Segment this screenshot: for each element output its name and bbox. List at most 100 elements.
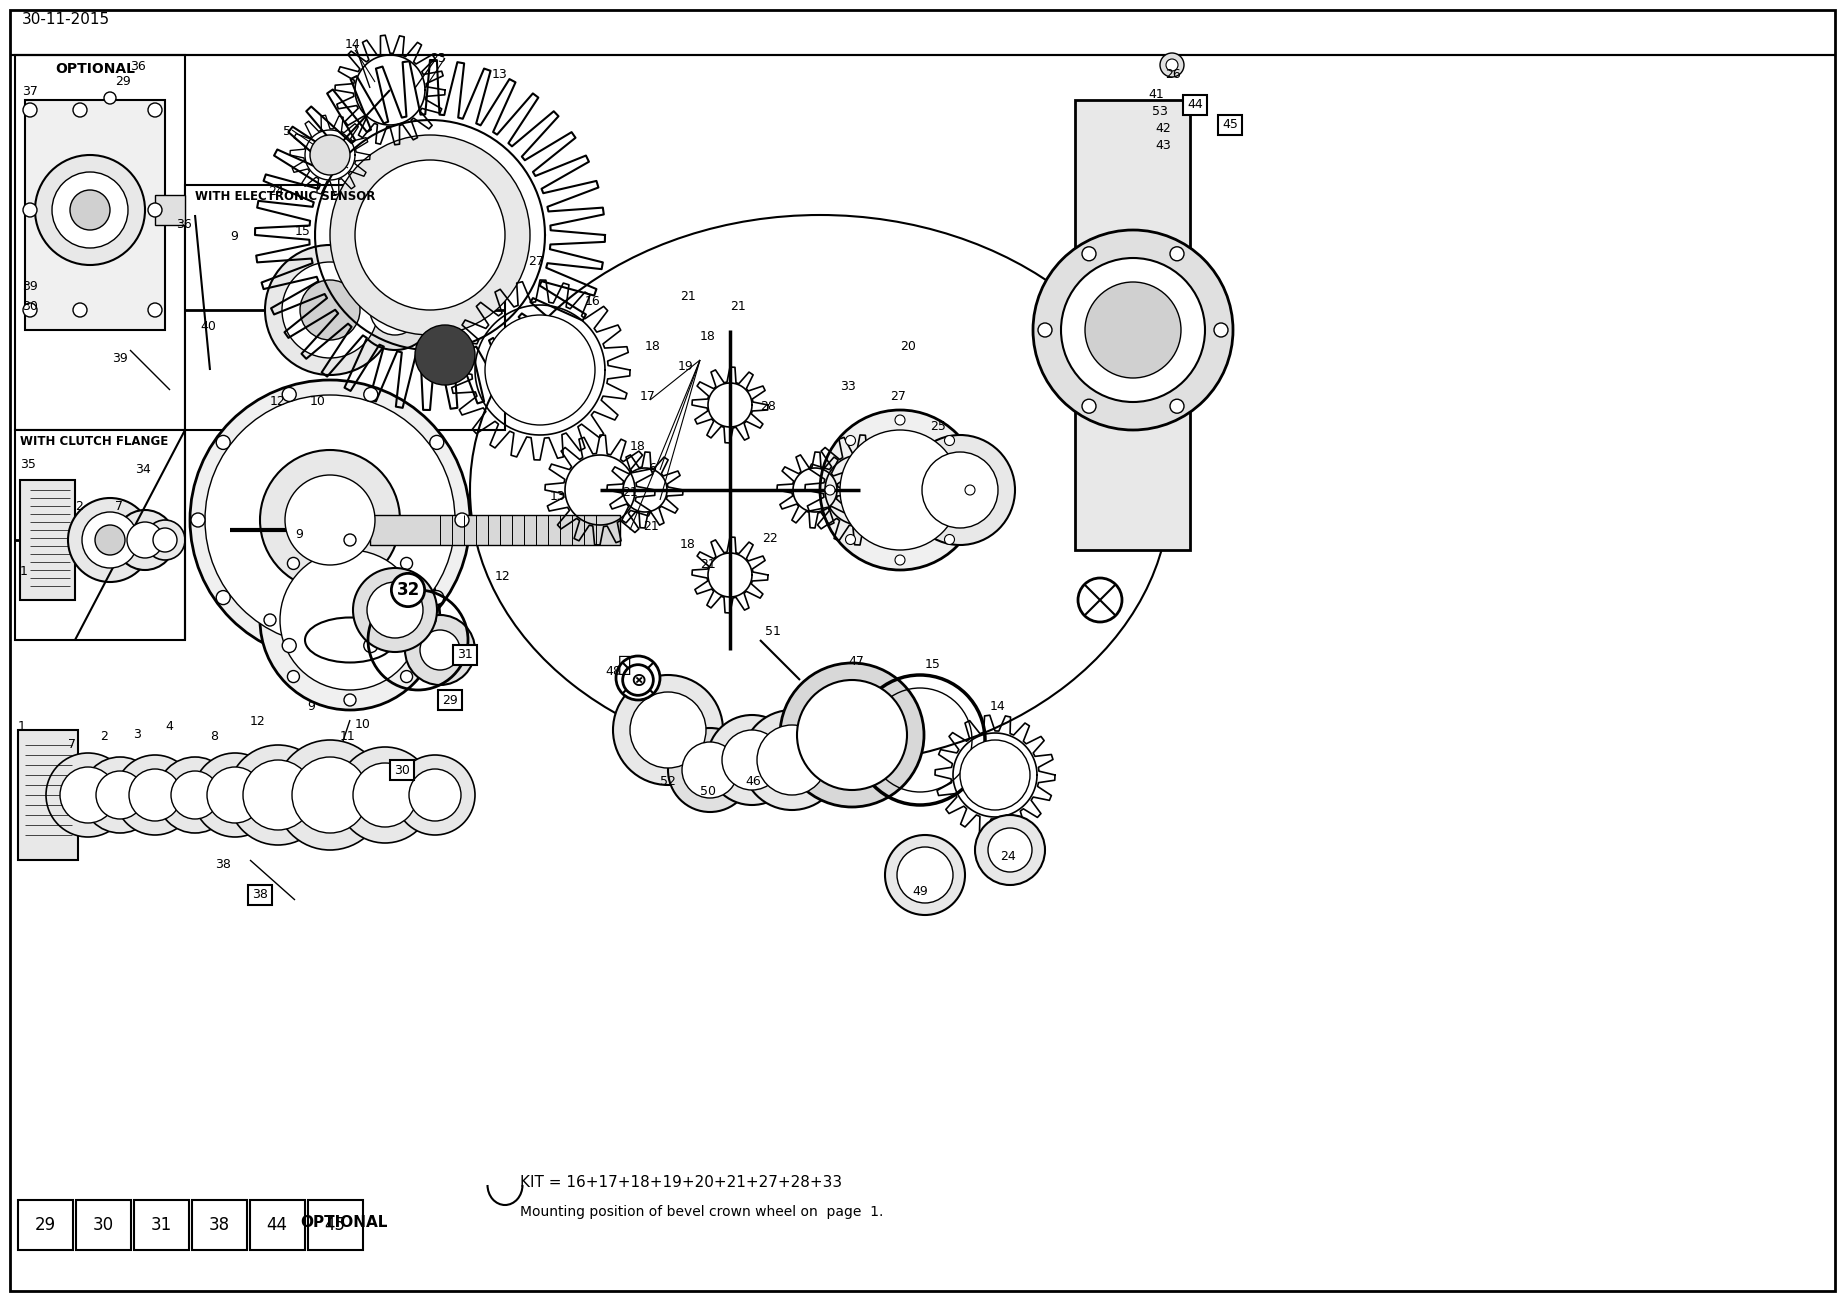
Circle shape bbox=[1170, 247, 1184, 260]
Text: 44: 44 bbox=[1186, 99, 1203, 112]
Text: 21: 21 bbox=[731, 301, 745, 314]
Text: 46: 46 bbox=[745, 775, 760, 788]
Text: 25: 25 bbox=[930, 420, 946, 433]
Circle shape bbox=[81, 757, 159, 833]
Circle shape bbox=[845, 436, 856, 445]
Circle shape bbox=[244, 760, 314, 830]
Circle shape bbox=[819, 410, 980, 570]
Circle shape bbox=[1214, 323, 1229, 337]
Circle shape bbox=[415, 325, 474, 385]
Circle shape bbox=[157, 757, 232, 833]
Text: 3: 3 bbox=[133, 729, 140, 742]
Circle shape bbox=[363, 388, 378, 402]
Circle shape bbox=[367, 582, 423, 637]
Circle shape bbox=[1161, 53, 1184, 77]
Circle shape bbox=[284, 475, 375, 565]
Circle shape bbox=[70, 190, 111, 230]
Circle shape bbox=[229, 745, 328, 846]
Circle shape bbox=[974, 814, 1044, 885]
Text: 50: 50 bbox=[699, 785, 716, 798]
Circle shape bbox=[282, 639, 297, 653]
Text: 4: 4 bbox=[164, 719, 173, 732]
Text: 47: 47 bbox=[849, 654, 863, 667]
Circle shape bbox=[485, 315, 594, 425]
Circle shape bbox=[148, 203, 162, 217]
Circle shape bbox=[35, 155, 146, 265]
Circle shape bbox=[338, 747, 434, 843]
Circle shape bbox=[352, 762, 417, 827]
Circle shape bbox=[430, 436, 445, 449]
Text: 35: 35 bbox=[20, 458, 35, 471]
Text: 29: 29 bbox=[114, 75, 131, 88]
Circle shape bbox=[742, 710, 841, 811]
Text: 43: 43 bbox=[1155, 139, 1172, 152]
Text: 41: 41 bbox=[1148, 88, 1164, 101]
Text: 9: 9 bbox=[295, 528, 303, 541]
Text: 15: 15 bbox=[295, 225, 310, 238]
Text: 12: 12 bbox=[494, 570, 511, 583]
Text: 32: 32 bbox=[397, 582, 419, 598]
Circle shape bbox=[81, 513, 138, 569]
Text: 1: 1 bbox=[18, 719, 26, 732]
Circle shape bbox=[260, 530, 439, 710]
Circle shape bbox=[74, 103, 87, 117]
Text: 29: 29 bbox=[35, 1216, 55, 1235]
Text: 36: 36 bbox=[177, 219, 192, 232]
Text: 24: 24 bbox=[1000, 850, 1017, 863]
Text: 45: 45 bbox=[325, 1216, 345, 1235]
Circle shape bbox=[430, 591, 445, 605]
Bar bbox=[1076, 100, 1190, 550]
Circle shape bbox=[1085, 282, 1181, 379]
Text: 9: 9 bbox=[306, 700, 315, 713]
Text: 21: 21 bbox=[644, 520, 659, 533]
Text: 16: 16 bbox=[585, 295, 601, 308]
Circle shape bbox=[400, 557, 413, 570]
Text: Ⓧ: Ⓧ bbox=[618, 654, 631, 675]
Bar bbox=[18, 1200, 74, 1250]
Bar bbox=[135, 1200, 188, 1250]
Circle shape bbox=[266, 245, 395, 375]
Text: 21: 21 bbox=[681, 290, 696, 303]
Text: 45: 45 bbox=[1221, 118, 1238, 131]
Circle shape bbox=[780, 664, 924, 807]
Bar bbox=[15, 431, 184, 640]
Circle shape bbox=[74, 303, 87, 317]
Circle shape bbox=[906, 435, 1015, 545]
Circle shape bbox=[46, 753, 129, 837]
Text: 9: 9 bbox=[231, 230, 238, 243]
Circle shape bbox=[127, 522, 162, 558]
Circle shape bbox=[114, 755, 196, 835]
Circle shape bbox=[114, 510, 175, 570]
Text: 38: 38 bbox=[216, 857, 231, 870]
Text: 13: 13 bbox=[493, 68, 507, 81]
Text: 37: 37 bbox=[22, 85, 39, 98]
Circle shape bbox=[22, 303, 37, 317]
Circle shape bbox=[895, 556, 906, 565]
Circle shape bbox=[190, 380, 470, 660]
Circle shape bbox=[310, 135, 351, 176]
Circle shape bbox=[424, 614, 435, 626]
Circle shape bbox=[839, 431, 959, 550]
Text: 17: 17 bbox=[640, 390, 655, 403]
Text: 18: 18 bbox=[646, 340, 661, 353]
Circle shape bbox=[129, 769, 181, 821]
Circle shape bbox=[683, 742, 738, 798]
Text: 33: 33 bbox=[839, 380, 856, 393]
Bar bbox=[192, 1200, 247, 1250]
Circle shape bbox=[845, 535, 856, 545]
Text: 14: 14 bbox=[991, 700, 1006, 713]
Text: 23: 23 bbox=[430, 52, 446, 65]
Circle shape bbox=[260, 450, 400, 589]
Text: 12: 12 bbox=[269, 396, 286, 409]
Text: 31: 31 bbox=[458, 648, 472, 661]
Text: 30-11-2015: 30-11-2015 bbox=[22, 12, 111, 27]
Circle shape bbox=[1081, 399, 1096, 414]
Text: 1: 1 bbox=[20, 565, 28, 578]
Bar bbox=[155, 195, 185, 225]
Bar bbox=[26, 100, 164, 330]
Text: 19: 19 bbox=[677, 360, 694, 373]
Text: 31: 31 bbox=[151, 1216, 172, 1235]
Text: 20: 20 bbox=[900, 340, 915, 353]
Text: 27: 27 bbox=[889, 390, 906, 403]
Circle shape bbox=[616, 656, 661, 700]
